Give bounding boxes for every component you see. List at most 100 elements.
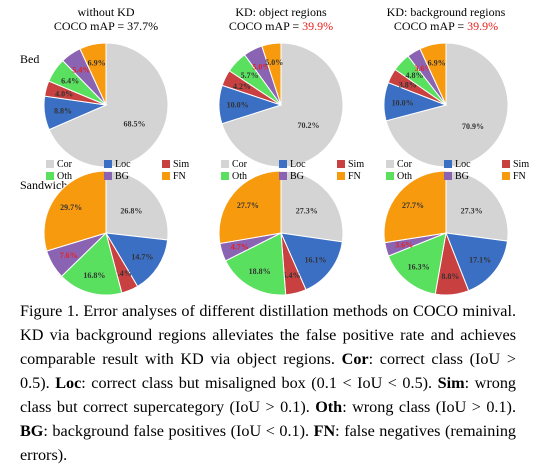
- slice-label-loc: 16.1%: [305, 255, 327, 264]
- slice-label-oth: 6.4%: [61, 77, 79, 86]
- legend-label-fn: FN: [348, 171, 361, 182]
- legend-swatch-oth: [46, 172, 54, 180]
- row-label-bed: Bed: [20, 52, 39, 66]
- slice-fn: [419, 42, 447, 106]
- slice-label-sim: 3.8%: [399, 81, 417, 90]
- caption-fn-term: FN: [313, 422, 336, 440]
- legend-swatch-sim: [337, 160, 345, 168]
- legend-swatch-oth: [386, 172, 394, 180]
- column-title-2: KD: background regions: [387, 5, 506, 19]
- legend-swatch-cor: [221, 160, 229, 168]
- column-map-0: COCO mAP = 37.7%: [54, 19, 158, 33]
- legend-swatch-fn: [162, 172, 170, 180]
- pie-sandwich-1: 27.3% 16.1% 5.4% 18.8% 4.7% 27.7%: [218, 170, 344, 296]
- legend-swatch-loc: [444, 160, 452, 168]
- slice-label-loc: 14.7%: [131, 253, 153, 262]
- caption-bg-term: BG: [20, 422, 44, 440]
- legend-swatch-oth: [221, 172, 229, 180]
- legend-label-oth: Oth: [57, 171, 72, 182]
- caption-oth-term: Oth: [315, 398, 343, 416]
- slice-label-sim: 4.0%: [55, 89, 73, 98]
- legend-label-fn: FN: [513, 171, 526, 182]
- column-map-value-1: 39.9%: [302, 19, 333, 33]
- slice-label-bg: 3.6%: [395, 240, 413, 249]
- slice-label-oth: 16.8%: [83, 271, 105, 280]
- slice-label-sim: 5.4%: [283, 271, 301, 280]
- slice-label-fn: 6.9%: [428, 59, 446, 68]
- caption-sim-def: : wrong class but correct supercategory …: [20, 374, 517, 416]
- slice-label-loc: 17.1%: [469, 256, 491, 265]
- slice-label-cor: 27.3%: [461, 207, 483, 216]
- caption-bg-def: : background false positives (IoU < 0.1)…: [43, 422, 310, 440]
- legend-swatch-loc: [104, 160, 112, 168]
- legend-label-sim: Sim: [348, 159, 364, 170]
- legend-swatch-cor: [46, 160, 54, 168]
- pie-bed-1: 70.2%10.0%4.2%5.7%5.0%5.0%: [218, 42, 344, 168]
- legend-swatch-fn: [502, 172, 510, 180]
- slice-label-oth: 4.8%: [406, 71, 424, 80]
- slice-loc: [445, 232, 509, 292]
- row-label-sandwich: Sandwich: [20, 178, 67, 192]
- legend-label-fn: FN: [173, 171, 186, 182]
- legend-label-bg: BG: [290, 171, 304, 182]
- slice-loc: [105, 232, 169, 288]
- legend-2: Cor Loc Sim Oth BG FN: [386, 159, 529, 182]
- slice-label-bg: 7.6%: [60, 251, 78, 260]
- legend-label-oth: Oth: [232, 171, 247, 182]
- legend-label-sim: Sim: [173, 159, 189, 170]
- slice-oth: [387, 232, 447, 295]
- slice-label-fn: 29.7%: [60, 203, 82, 212]
- slice-label-fn: 6.9%: [88, 59, 106, 68]
- figure-caption: Figure 1. Error analyses of different di…: [20, 299, 516, 467]
- legend-swatch-loc: [279, 160, 287, 168]
- slice-label-sim: 4.2%: [233, 82, 251, 91]
- slice-cor: [105, 170, 169, 241]
- slice-label-bg: 4.7%: [231, 243, 249, 252]
- slice-label-cor: 68.5%: [124, 120, 146, 129]
- legend-swatch-bg: [104, 172, 112, 180]
- column-title-0: without KD: [78, 5, 135, 19]
- slice-label-cor: 27.3%: [296, 207, 318, 216]
- legend-label-loc: Loc: [290, 159, 306, 170]
- slice-label-fn: 5.0%: [265, 58, 283, 67]
- legend-0: Cor Loc Sim Oth BG FN: [46, 159, 189, 182]
- pie-sandwich-0: 26.8% 14.7% 4.4% 16.8% 7.6% 29.7%: [43, 170, 169, 296]
- column-map-value-2: 39.9%: [467, 19, 498, 33]
- caption-intro: Figure 1. Error analyses of different di…: [20, 302, 516, 368]
- slice-cor: [445, 170, 509, 242]
- legend-label-loc: Loc: [115, 159, 131, 170]
- caption-cor-term: Cor: [341, 350, 369, 368]
- pie-bed-2: 70.9% 10.0% 3.8%4.8%3.6%6.9%: [383, 42, 509, 168]
- pie-sandwich-2: 27.3% 17.1% 8.8% 16.3% 3.6% 27.7%: [383, 170, 509, 296]
- slice-fn: [383, 170, 447, 244]
- legend-label-cor: Cor: [57, 159, 73, 170]
- caption-cor-def: : correct class (IoU > 0.5).: [20, 350, 517, 392]
- legend-swatch-sim: [502, 160, 510, 168]
- caption-fn-def: : false negatives (remaining errors).: [20, 422, 517, 464]
- slice-cor: [280, 170, 344, 243]
- slice-label-fn: 27.7%: [402, 201, 424, 210]
- legend-label-cor: Cor: [232, 159, 248, 170]
- slice-label-sim: 8.8%: [441, 272, 459, 281]
- caption-loc-term: Loc: [55, 374, 82, 392]
- legend-label-cor: Cor: [397, 159, 413, 170]
- legend-label-loc: Loc: [455, 159, 471, 170]
- legend-swatch-cor: [386, 160, 394, 168]
- pie-bed-0: 68.5% 8.8% 4.0% 6.4% 5.4%6.9%: [43, 42, 169, 168]
- legend-label-oth: Oth: [397, 171, 412, 182]
- legend-label-bg: BG: [455, 171, 469, 182]
- slice-label-bg: 3.6%: [414, 64, 432, 73]
- legend-1: Cor Loc Sim Oth BG FN: [221, 159, 364, 182]
- slice-label-bg: 5.4%: [72, 65, 90, 74]
- slice-oth: [60, 232, 123, 296]
- slice-label-bg: 5.0%: [252, 62, 270, 71]
- slice-label-loc: 10.0%: [392, 99, 414, 108]
- slice-loc: [280, 232, 343, 291]
- slice-label-oth: 16.3%: [408, 263, 430, 272]
- slice-fn: [218, 170, 282, 245]
- legend-swatch-bg: [279, 172, 287, 180]
- slice-label-oth: 5.7%: [241, 71, 259, 80]
- caption-oth-def: : wrong class (IoU > 0.1).: [342, 398, 516, 416]
- column-title-1: KD: object regions: [235, 5, 327, 19]
